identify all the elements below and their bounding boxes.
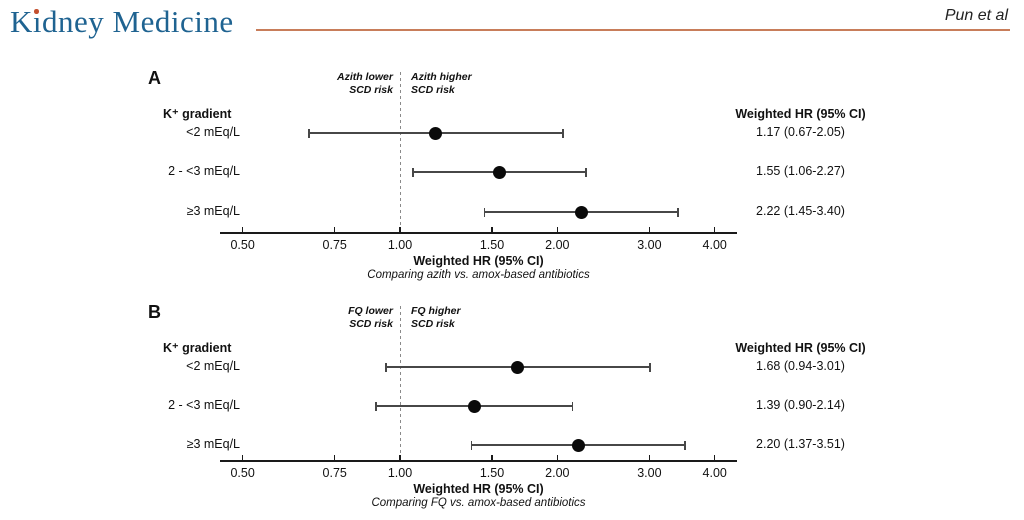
x-axis <box>220 232 737 234</box>
x-axis-title: Weighted HR (95% CI) <box>413 482 544 496</box>
x-tick <box>333 227 336 232</box>
risk-direction-label-left: Azith lower SCD risk <box>253 71 393 97</box>
ci-cap-lower <box>375 401 377 411</box>
x-tick-label: 1.00 <box>387 466 413 480</box>
point-estimate <box>429 126 443 140</box>
group-header: K⁺ gradient <box>163 341 232 355</box>
ci-cap-lower <box>308 128 310 138</box>
x-tick-label: 2.00 <box>545 466 570 480</box>
row-label: <2 mEq/L <box>186 359 240 373</box>
forest-panel-a: A Azith lower SCD risk Azith higher SCD risk… <box>0 62 1024 297</box>
row-label: <2 mEq/L <box>186 125 240 139</box>
point-estimate <box>572 438 586 452</box>
forest-panel-b: B FQ lower SCD risk FQ higher SCD risk K⁺ gra… <box>0 296 1024 520</box>
hr-value: 1.17 (0.67-2.05) <box>756 125 845 139</box>
row-label: 2 - <3 mEq/L <box>168 398 240 412</box>
risk-direction-label-left: FQ lower SCD risk <box>253 305 393 331</box>
reference-line <box>399 306 401 460</box>
ci-cap-upper <box>571 401 574 411</box>
ci-cap-upper <box>585 167 587 177</box>
point-estimate <box>468 399 482 413</box>
x-tick <box>241 227 244 232</box>
panel-label: B <box>148 302 161 322</box>
header-rule <box>256 29 1010 31</box>
row-label: ≥3 mEq/L <box>186 204 240 218</box>
hr-value: 1.39 (0.90-2.14) <box>756 398 845 412</box>
ci-cap-upper <box>562 128 564 138</box>
x-tick <box>491 227 493 232</box>
weighted-hr-column-header: Weighted HR (95% CI) <box>735 107 866 121</box>
journal-logo: Kı dney Medicine <box>10 4 234 40</box>
row-label: ≥3 mEq/L <box>186 437 240 451</box>
author-citation: Pun et al <box>944 7 1008 24</box>
journal-logo-suffix: dney Medicine <box>42 4 234 39</box>
journal-logo-prefix: K <box>10 4 33 39</box>
risk-right-line2: SCD risk <box>411 84 455 96</box>
x-tick-label: 0.50 <box>230 238 255 252</box>
risk-left-line2: SCD risk <box>349 318 393 330</box>
x-axis-title: Weighted HR (95% CI) <box>413 254 544 268</box>
logo-i-dot <box>34 9 39 14</box>
x-tick <box>333 455 336 460</box>
group-header: K⁺ gradient <box>163 107 232 121</box>
x-tick-label: 1.50 <box>479 466 505 480</box>
x-tick <box>713 455 716 460</box>
hr-value: 2.20 (1.37-3.51) <box>756 437 845 451</box>
risk-left-line2: SCD risk <box>349 84 393 96</box>
ci-cap-lower <box>412 167 414 177</box>
weighted-hr-column-header: Weighted HR (95% CI) <box>735 341 866 355</box>
x-tick <box>556 227 559 232</box>
x-tick-label: 3.00 <box>637 466 662 480</box>
point-estimate <box>511 360 525 374</box>
ci-cap-lower <box>385 362 387 372</box>
risk-right-line1: FQ higher <box>411 305 461 317</box>
risk-left-line1: Azith lower <box>336 71 393 83</box>
x-tick-label: 0.75 <box>322 238 347 252</box>
x-tick <box>399 455 401 460</box>
x-tick <box>399 227 401 232</box>
x-axis <box>220 460 737 462</box>
risk-right-line1: Azith higher <box>411 71 472 83</box>
hr-value: 1.55 (1.06-2.27) <box>756 164 845 178</box>
ci-cap-lower <box>483 207 486 217</box>
risk-direction-label-right: Azith higher SCD risk <box>411 71 551 97</box>
x-tick <box>648 227 651 232</box>
journal-logo-letter-i: ı <box>33 4 42 40</box>
x-axis-subtitle: Comparing azith vs. amox-based antibioti… <box>367 269 590 281</box>
point-estimate <box>492 165 506 179</box>
risk-right-line2: SCD risk <box>411 318 455 330</box>
x-tick-label: 0.50 <box>230 466 255 480</box>
ci-cap-upper <box>649 362 651 372</box>
x-tick-label: 4.00 <box>702 238 727 252</box>
x-tick-label: 1.00 <box>387 238 413 252</box>
x-tick-label: 0.75 <box>322 466 347 480</box>
x-tick-label: 4.00 <box>702 466 727 480</box>
x-tick-label: 3.00 <box>637 238 662 252</box>
panel-label: A <box>148 68 161 88</box>
x-axis-subtitle: Comparing FQ vs. amox-based antibiotics <box>371 497 586 509</box>
x-tick-label: 2.00 <box>545 238 570 252</box>
x-tick <box>241 455 244 460</box>
row-label: 2 - <3 mEq/L <box>168 164 240 178</box>
hr-value: 2.22 (1.45-3.40) <box>756 204 845 218</box>
hr-value: 1.68 (0.94-3.01) <box>756 359 845 373</box>
x-tick-label: 1.50 <box>479 238 505 252</box>
reference-line <box>399 72 401 232</box>
risk-direction-label-right: FQ higher SCD risk <box>411 305 551 331</box>
risk-left-line1: FQ lower <box>348 305 393 317</box>
point-estimate <box>574 205 588 219</box>
x-tick <box>556 455 559 460</box>
x-tick <box>713 227 716 232</box>
ci-cap-upper <box>677 207 679 217</box>
x-tick <box>648 455 651 460</box>
ci-cap-lower <box>470 440 473 450</box>
ci-cap-upper <box>684 440 686 450</box>
dotless-i: ı <box>32 4 43 39</box>
x-tick <box>491 455 493 460</box>
